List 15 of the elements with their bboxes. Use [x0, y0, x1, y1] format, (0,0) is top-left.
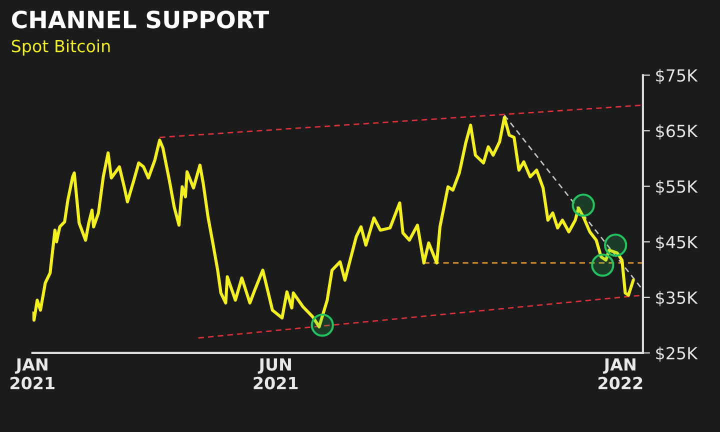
- y-tick-label: $55K: [656, 180, 698, 196]
- y-tick-label: $35K: [656, 291, 698, 306]
- point: [591, 254, 614, 277]
- x-tick-label: JAN 2022: [598, 358, 642, 390]
- y-tick-label: $65K: [656, 124, 698, 140]
- y-tick-label: $45K: [656, 236, 698, 251]
- point: [604, 234, 628, 257]
- chart-title: CHANNEL SUPPORT: [12, 10, 270, 28]
- y-tick-label: $75K: [656, 68, 698, 84]
- chart-subtitle: Spot Bitcoin: [12, 39, 110, 56]
- point: [310, 314, 334, 337]
- x-tick-label: JAN 2021: [10, 358, 54, 390]
- x-tick-label: JUN 2021: [254, 358, 298, 390]
- y-tick-label: $25K: [656, 346, 698, 362]
- point: [572, 194, 595, 217]
